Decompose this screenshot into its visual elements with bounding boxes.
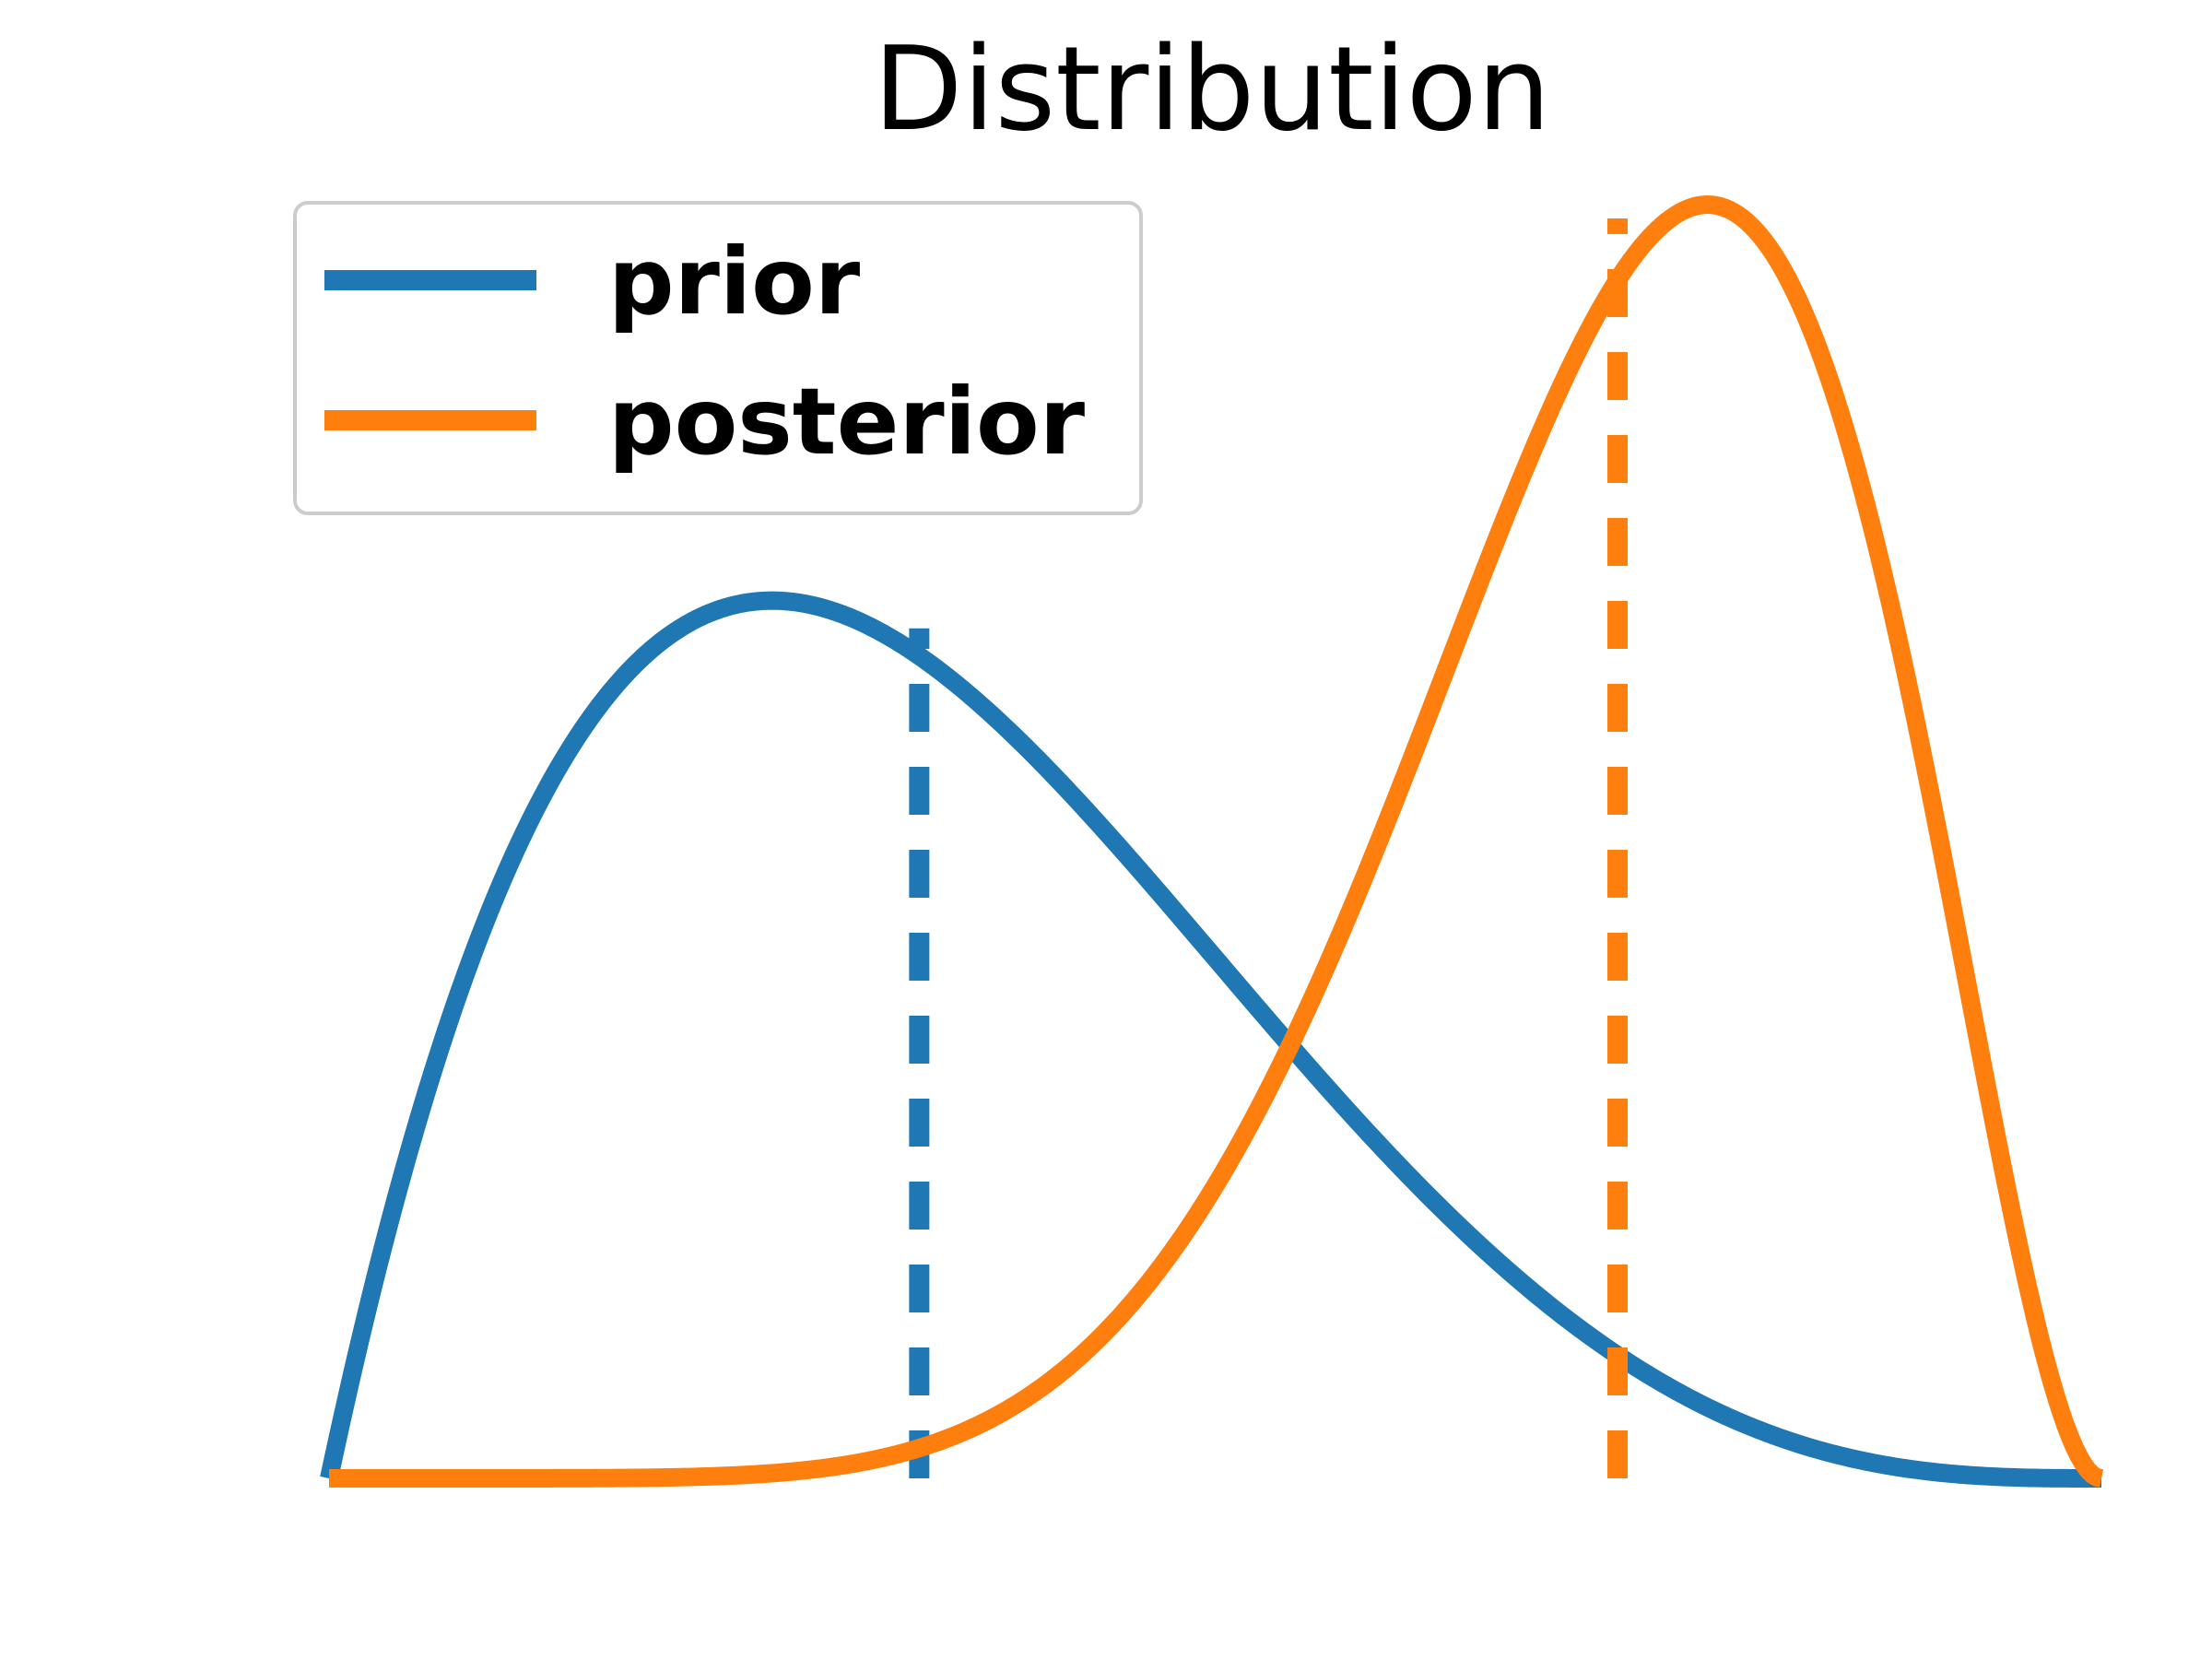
curve-posterior	[324, 195, 2107, 1488]
legend-label-prior: prior	[608, 228, 861, 335]
legend: prior posterior	[293, 201, 1143, 515]
curve-prior	[320, 591, 2107, 1488]
chart-title: Distribution	[873, 21, 1550, 157]
plot-area	[320, 195, 2107, 1488]
legend-label-posterior: posterior	[608, 368, 1086, 476]
